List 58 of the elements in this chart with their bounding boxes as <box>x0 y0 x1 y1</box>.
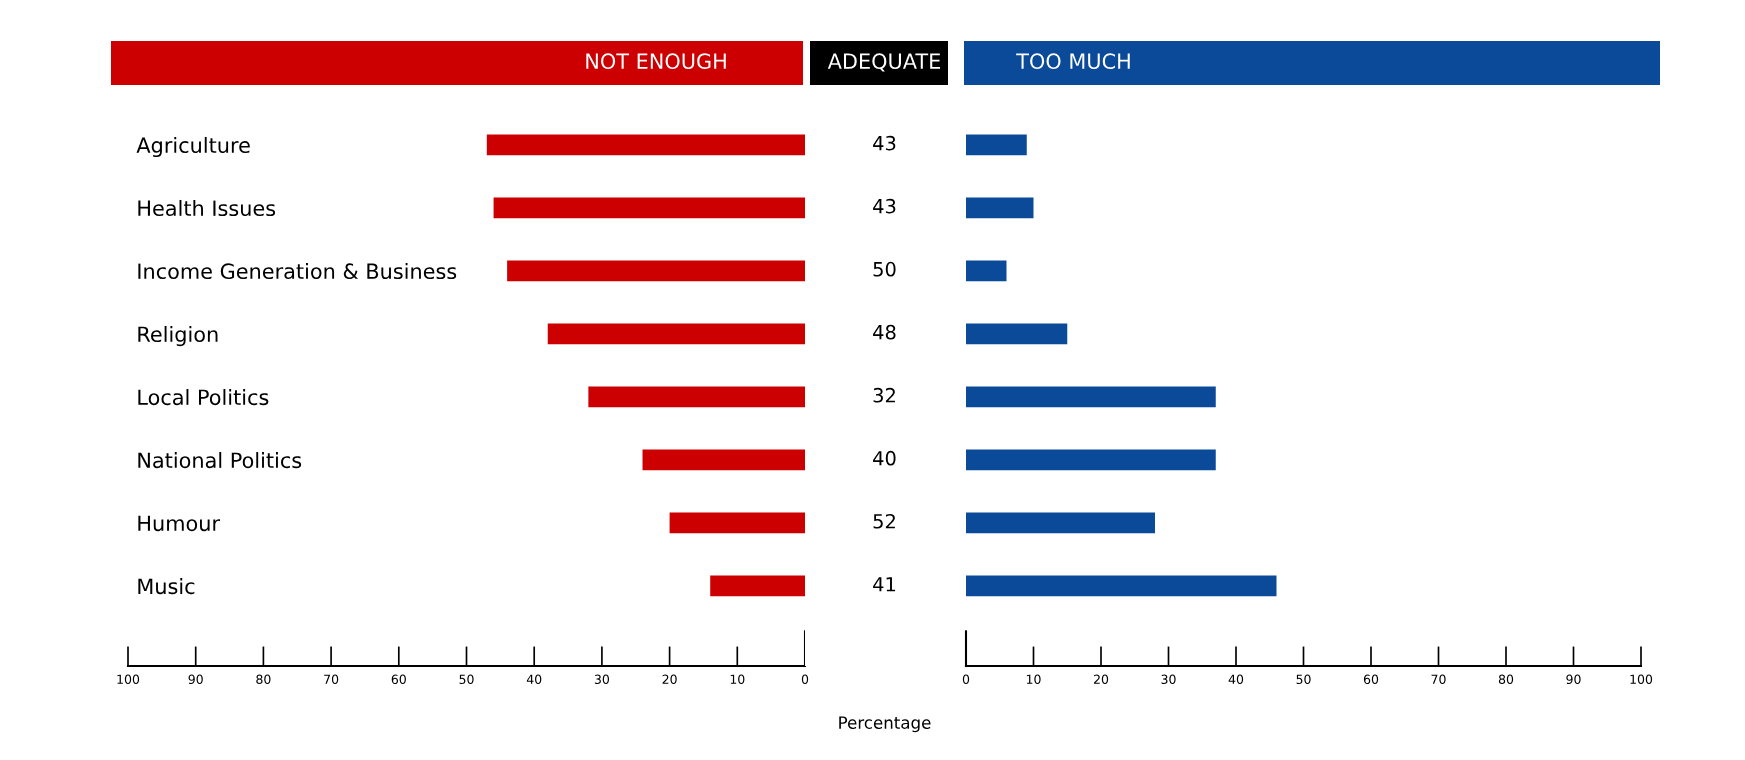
y-tick-label: Health Issues <box>138 199 276 217</box>
x-tick-label: 0 <box>801 674 809 685</box>
x-tick-label: 20 <box>1093 674 1109 685</box>
y-tick-label: Agriculture <box>136 136 250 158</box>
bar <box>642 449 805 471</box>
data-label: 43 <box>873 135 896 151</box>
x-tick-label: 10 <box>1026 674 1041 685</box>
y-tick-label: National Politics <box>138 452 302 469</box>
bar <box>588 386 805 408</box>
bar <box>966 260 1007 282</box>
bar <box>966 512 1155 534</box>
x-tick-label: 20 <box>662 674 677 685</box>
bar <box>486 134 805 156</box>
data-label: 52 <box>873 513 895 529</box>
data-label: 32 <box>873 387 895 403</box>
x-tick-label: 10 <box>730 674 745 685</box>
y-tick-label: Music <box>138 578 195 595</box>
y-tick-label: Humour <box>138 515 221 532</box>
bar <box>966 134 1027 156</box>
data-label: 43 <box>873 198 896 214</box>
data-label: 41 <box>873 577 896 592</box>
data-label: 50 <box>873 261 896 277</box>
x-tick-label: 0 <box>962 674 970 685</box>
bar <box>493 197 805 219</box>
x-tick-label: 30 <box>594 674 610 685</box>
data-label: 48 <box>873 324 896 340</box>
x-tick-label: 80 <box>256 674 271 685</box>
data-label: 40 <box>873 450 896 466</box>
x-tick-label: 70 <box>324 674 339 685</box>
x-tick-label: 100 <box>117 674 140 685</box>
chart-title: NOT ENOUGH <box>586 53 726 70</box>
bar <box>507 260 805 282</box>
x-tick-label: 100 <box>1630 674 1653 685</box>
y-tick-label: Local Politics <box>138 389 269 406</box>
bar <box>966 575 1277 597</box>
bar <box>966 449 1216 471</box>
x-tick-label: 60 <box>1363 674 1379 685</box>
x-tick-label: 50 <box>459 674 474 685</box>
x-tick-label: 30 <box>1161 674 1176 685</box>
text: Percentage <box>839 716 931 733</box>
x-tick-label: 60 <box>391 674 406 685</box>
x-tick-label: 70 <box>1431 674 1446 685</box>
x-tick-label: 50 <box>1296 674 1311 685</box>
bar <box>669 512 805 534</box>
chart-title: TOO MUCH <box>1016 53 1130 70</box>
y-tick-label: Income Generation & Business <box>138 262 457 280</box>
bar <box>710 575 805 597</box>
x-tick-label: 80 <box>1498 674 1514 685</box>
bar <box>547 323 805 345</box>
text: ADEQUATE <box>827 53 940 72</box>
x-tick-label: 40 <box>1228 674 1244 685</box>
bar <box>966 323 1068 345</box>
bar <box>966 386 1216 408</box>
x-tick-label: 40 <box>526 674 542 685</box>
y-tick-label: Religion <box>138 325 218 347</box>
x-tick-label: 90 <box>188 674 203 685</box>
x-tick-label: 90 <box>1566 674 1581 685</box>
bar <box>966 197 1034 219</box>
